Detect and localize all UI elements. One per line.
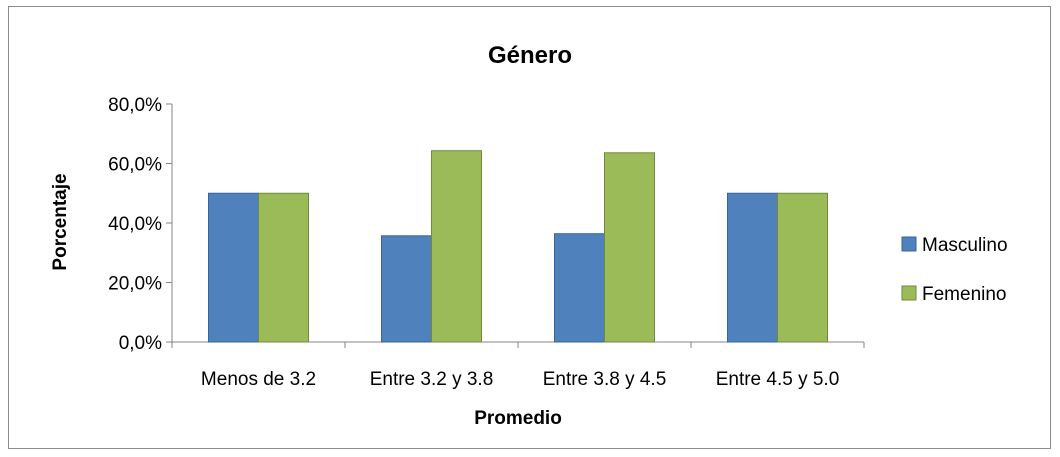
y-tick-label: 60,0%	[108, 155, 162, 176]
x-axis-title: Promedio	[474, 408, 562, 429]
x-tick-label: Entre 3.2 y 3.8	[370, 369, 494, 390]
bar-masculino	[381, 235, 432, 343]
x-tick-label: Entre 3.8 y 4.5	[543, 369, 667, 390]
bar-masculino	[554, 233, 605, 343]
legend: Masculino Femenino	[901, 235, 1008, 305]
y-tick-label: 20,0%	[108, 274, 162, 295]
y-tick-label: 40,0%	[108, 214, 162, 235]
bar-masculino	[208, 192, 259, 343]
bar-femenino	[258, 192, 309, 343]
bar-femenino	[777, 192, 828, 343]
bar-femenino	[431, 150, 482, 343]
plot-area: 0,0% 20,0% 40,0% 60,0% 80,0% Menos de 3.2 Entr…	[108, 95, 865, 390]
legend-swatch-femenino	[901, 285, 917, 301]
chart-frame	[8, 6, 1051, 449]
legend-swatch-masculino	[901, 236, 917, 252]
bar-masculino	[727, 192, 778, 343]
x-tick-label: Menos de 3.2	[201, 369, 316, 390]
bar-femenino	[604, 152, 655, 343]
x-tick-label: Entre 4.5 y 5.0	[716, 369, 840, 390]
legend-label-masculino: Masculino	[922, 235, 1008, 256]
y-tick-label: 0,0%	[119, 333, 162, 354]
chart-title: Género	[488, 42, 572, 69]
y-tick-label: 80,0%	[108, 95, 162, 116]
y-axis-title: Porcentaje	[50, 173, 71, 270]
legend-label-femenino: Femenino	[922, 284, 1007, 305]
